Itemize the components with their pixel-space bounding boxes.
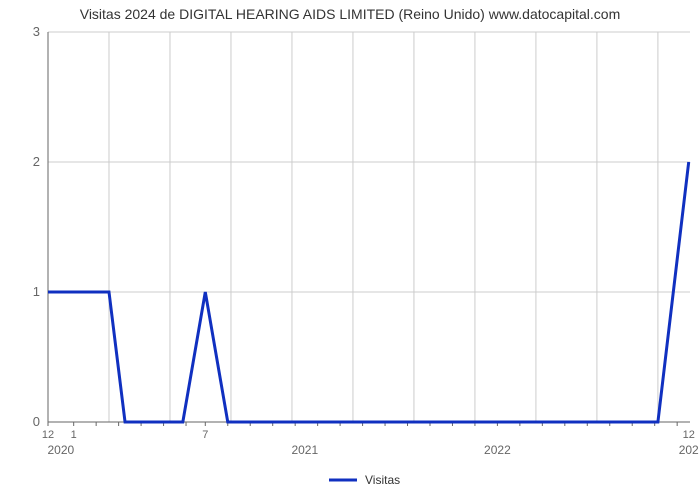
x-year-label: 2020 (47, 443, 74, 457)
y-tick-label: 1 (33, 284, 40, 299)
line-chart: 0123121712202020212022202Visitas (0, 22, 700, 492)
legend-label: Visitas (365, 473, 400, 487)
x-year-label: 2021 (291, 443, 318, 457)
y-tick-label: 3 (33, 24, 40, 39)
x-month-label: 7 (202, 429, 208, 441)
x-month-label: 1 (71, 429, 77, 441)
chart-container: Visitas 2024 de DIGITAL HEARING AIDS LIM… (0, 0, 700, 500)
y-tick-label: 2 (33, 154, 40, 169)
x-month-label: 12 (42, 429, 54, 441)
x-year-label: 202 (679, 443, 699, 457)
y-tick-label: 0 (33, 414, 40, 429)
chart-title: Visitas 2024 de DIGITAL HEARING AIDS LIM… (0, 0, 700, 22)
x-month-label: 12 (683, 429, 695, 441)
x-year-label: 2022 (484, 443, 511, 457)
